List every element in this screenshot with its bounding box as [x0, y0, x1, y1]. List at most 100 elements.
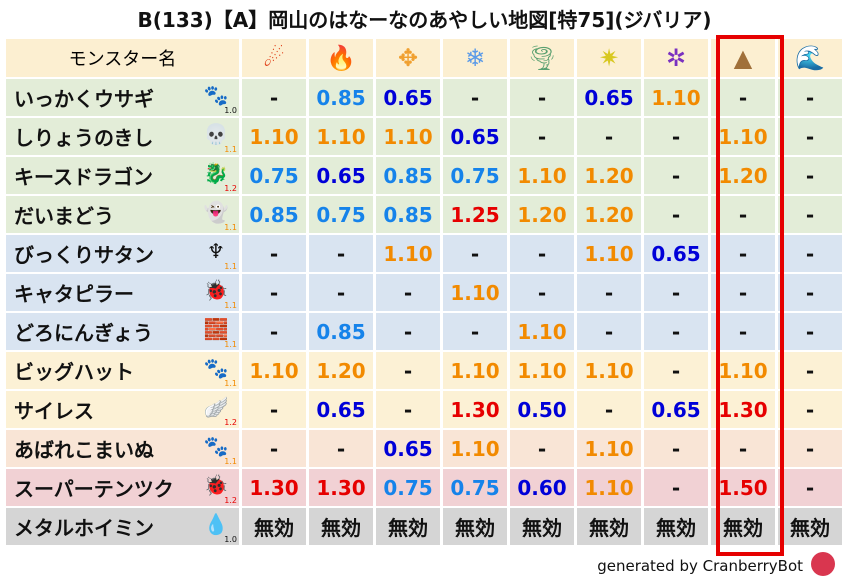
element-header-4: 🌪	[510, 39, 574, 77]
resistance-value: 0.65	[376, 430, 440, 467]
resistance-value: 0.75	[376, 469, 440, 506]
resistance-value: 1.10	[577, 235, 641, 272]
monster-name: あばれこまいぬ	[14, 438, 154, 462]
element-header-1: 🔥	[309, 39, 373, 77]
multiplier: 1.2	[224, 418, 237, 427]
resistance-value: 0.65	[644, 235, 708, 272]
wind-cross-icon: ✥	[397, 44, 419, 72]
resistance-value: -	[376, 352, 440, 389]
resistance-value: -	[443, 235, 507, 272]
resistance-value: 1.10	[510, 313, 574, 350]
resistance-value: 0.65	[644, 391, 708, 428]
monster-name: スーパーテンツク	[14, 477, 174, 501]
resistance-value: -	[778, 469, 842, 506]
resistance-value: 0.50	[510, 391, 574, 428]
resistance-value: 1.10	[577, 469, 641, 506]
flame-icon: 🔥	[326, 44, 356, 72]
monster-name-cell: メタルホイミン 💧 1.0	[6, 508, 239, 545]
resistance-value: 1.10	[510, 352, 574, 389]
resistance-value: 1.10	[711, 118, 775, 155]
resistance-value: 1.10	[309, 118, 373, 155]
element-header-5: ✷	[577, 39, 641, 77]
resistance-value: -	[510, 274, 574, 311]
resistance-value: 1.20	[577, 196, 641, 233]
resistance-value: -	[577, 274, 641, 311]
resistance-value: 1.10	[376, 118, 440, 155]
insect-icon: 🐞	[203, 278, 229, 302]
resistance-value: -	[711, 274, 775, 311]
resistance-value: -	[644, 157, 708, 194]
monster-name-cell: サイレス 🪽 1.2	[6, 391, 239, 428]
resistance-value: 1.20	[577, 157, 641, 194]
resistance-value: 0.65	[577, 79, 641, 116]
resistance-value: 0.85	[376, 196, 440, 233]
resistance-value: -	[711, 196, 775, 233]
resistance-value: -	[510, 118, 574, 155]
monster-name: キースドラゴン	[14, 165, 153, 189]
resistance-value: -	[510, 79, 574, 116]
resistance-value: -	[778, 235, 842, 272]
resistance-value: -	[577, 313, 641, 350]
resistance-value: 1.10	[577, 352, 641, 389]
resistance-value: -	[778, 430, 842, 467]
element-header-0: ☄	[242, 39, 306, 77]
resistance-value: -	[644, 313, 708, 350]
resistance-value: -	[711, 235, 775, 272]
resistance-value: 1.10	[443, 352, 507, 389]
table-row: いっかくウサギ 🐾 1.0-0.85 0.65- -0.65 1.10- -	[6, 79, 842, 116]
resistance-value: 1.30	[711, 391, 775, 428]
slime-icon: 💧	[203, 512, 229, 536]
water-wave-icon: 🌊	[795, 44, 825, 72]
brick-icon: 🧱	[203, 317, 229, 341]
resistance-value: 0.65	[309, 391, 373, 428]
monster-name: いっかくウサギ	[14, 87, 154, 111]
resistance-value: 0.85	[309, 79, 373, 116]
dragon-icon: 🐉	[203, 161, 229, 185]
paw-icon: 🐾	[203, 83, 229, 107]
tornado-icon: 🌪	[527, 44, 558, 72]
table-row: メタルホイミン 💧 1.0 無効 無効 無効 無効 無効 無効 無効 無効 無効	[6, 508, 842, 545]
element-header-7: ▲	[711, 39, 775, 77]
paw-icon: 🐾	[203, 356, 229, 380]
earth-rock-icon: ▲	[733, 44, 753, 72]
multiplier: 1.2	[224, 496, 237, 505]
table-row: キースドラゴン 🐉 1.2 0.75 0.65 0.85 0.75 1.10 1.20-1.20…	[6, 157, 842, 194]
resistance-value: -	[778, 196, 842, 233]
table-row: だいまどう 👻 1.1 0.85 0.75 0.85 1.25 1.20 1.20- - -	[6, 196, 842, 233]
monster-name-cell: ビッグハット 🐾 1.1	[6, 352, 239, 389]
monster-name-cell: キャタピラー 🐞 1.1	[6, 274, 239, 311]
fireball-icon: ☄	[263, 44, 285, 72]
resistance-value: 0.85	[242, 196, 306, 233]
resistance-value: 1.20	[711, 157, 775, 194]
monster-name: びっくりサタン	[14, 243, 154, 267]
resistance-value: -	[711, 313, 775, 350]
resistance-value: 1.10	[443, 274, 507, 311]
footer-credit: generated by CranberryBot	[597, 557, 803, 575]
resistance-value: 1.10	[443, 430, 507, 467]
resistance-value: -	[510, 235, 574, 272]
element-header-2: ✥	[376, 39, 440, 77]
ice-flower-icon: ❄	[464, 44, 486, 72]
resistance-value: -	[443, 313, 507, 350]
table-row: ビッグハット 🐾 1.1 1.10 1.20-1.10 1.10 1.10-1.10-	[6, 352, 842, 389]
table-row: どろにんぎょう 🧱 1.1-0.85- -1.10- - - -	[6, 313, 842, 350]
monster-name: ビッグハット	[14, 360, 134, 384]
resistance-value: -	[309, 430, 373, 467]
multiplier: 1.0	[224, 106, 237, 115]
monster-name: サイレス	[14, 399, 94, 423]
resistance-value: -	[376, 274, 440, 311]
multiplier: 1.1	[224, 379, 237, 388]
resistance-value: -	[644, 274, 708, 311]
resistance-value: 1.10	[711, 352, 775, 389]
table-row: スーパーテンツク 🐞 1.2 1.30 1.30 0.75 0.75 0.60 1.10-1.5…	[6, 469, 842, 506]
monster-name: だいまどう	[14, 204, 114, 228]
resistance-value: -	[577, 391, 641, 428]
monster-name: キャタピラー	[14, 282, 134, 306]
demon-icon: ♆	[207, 239, 225, 263]
resistance-value: 無効	[309, 508, 373, 545]
resistance-value: 無効	[376, 508, 440, 545]
multiplier: 1.1	[224, 223, 237, 232]
resistance-value: 0.65	[443, 118, 507, 155]
resistance-value: 無効	[443, 508, 507, 545]
resistance-value: 無効	[711, 508, 775, 545]
